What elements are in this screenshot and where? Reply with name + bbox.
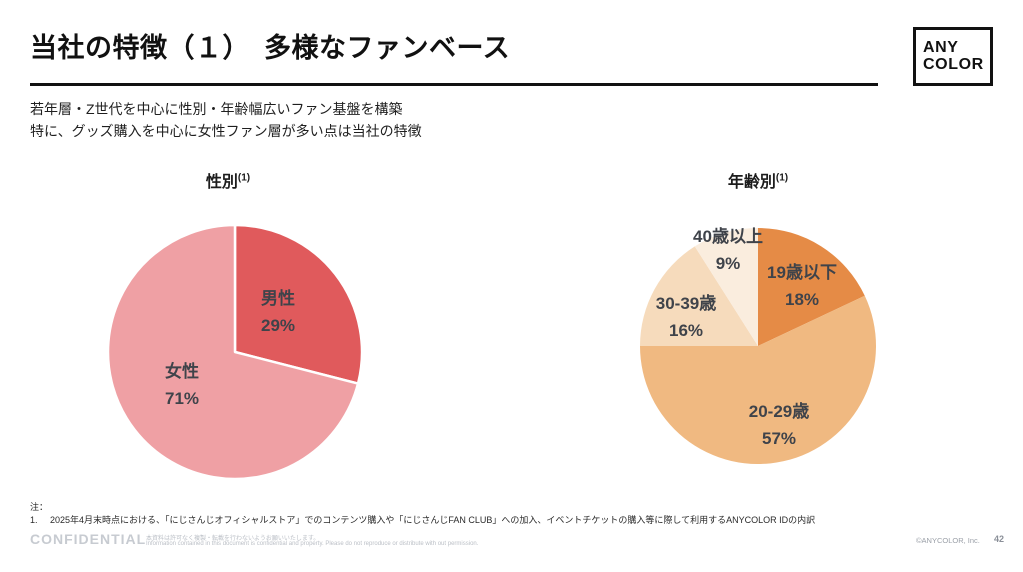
page-title: 当社の特徴（１） 多様なファンベース	[30, 33, 511, 63]
gender-pie-chart	[106, 223, 364, 481]
pie-slice-女性	[106, 223, 360, 481]
age-chart-title-text: 年齢別	[727, 174, 776, 191]
gender-chart-title-text: 性別	[205, 174, 238, 191]
logo-line-1: ANY	[923, 38, 959, 56]
footnote-text: 2025年4月末時点における、「にじさんじオフィシャルストア」でのコンテンツ購入…	[50, 515, 816, 525]
logo-line-2: COLOR	[923, 55, 984, 73]
copyright-label: ©ANYCOLOR, Inc.	[916, 536, 980, 545]
pie-slice-男性	[233, 223, 364, 385]
disclaimer-english: Information contained in this document i…	[146, 541, 479, 547]
anycolor-logo: ANY COLOR	[913, 27, 993, 86]
subtitle-line-2: 特に、グッズ購入を中心に女性ファン層が多い点は当社の特徴	[30, 123, 422, 139]
pie-slice-19歳以下	[758, 228, 865, 346]
pie-slice-40歳以上	[694, 228, 758, 346]
age-pie-chart	[640, 228, 876, 465]
subtitle-line-1: 若年層・Z世代を中心に性別・年齢幅広いファン基盤を構築	[30, 101, 403, 117]
age-chart-title: 年齢別(1)	[648, 168, 868, 192]
footnotes-label: 注：	[30, 502, 49, 512]
confidential-label: CONFIDENTIAL	[30, 531, 147, 547]
page-number: 42	[994, 534, 1005, 544]
gender-chart-title-footnote: (1)	[237, 172, 251, 184]
gender-chart-title: 性別(1)	[118, 168, 338, 192]
disclaimer-japanese: 本資料は許可なく複製・転載を行わないようお願いいたします。	[146, 536, 320, 542]
footnote-number: 1.	[30, 515, 38, 525]
pie-slice-20-29歳	[640, 295, 876, 465]
title-underline	[30, 83, 878, 86]
footnote-item: 1. 2025年4月末時点における、「にじさんじオフィシャルストア」でのコンテン…	[30, 514, 815, 526]
age-chart-title-footnote: (1)	[775, 172, 789, 184]
pie-slice-30-39歳	[640, 246, 758, 346]
footnotes: 注： 1. 2025年4月末時点における、「にじさんじオフィシャルストア」でのコ…	[30, 501, 815, 526]
